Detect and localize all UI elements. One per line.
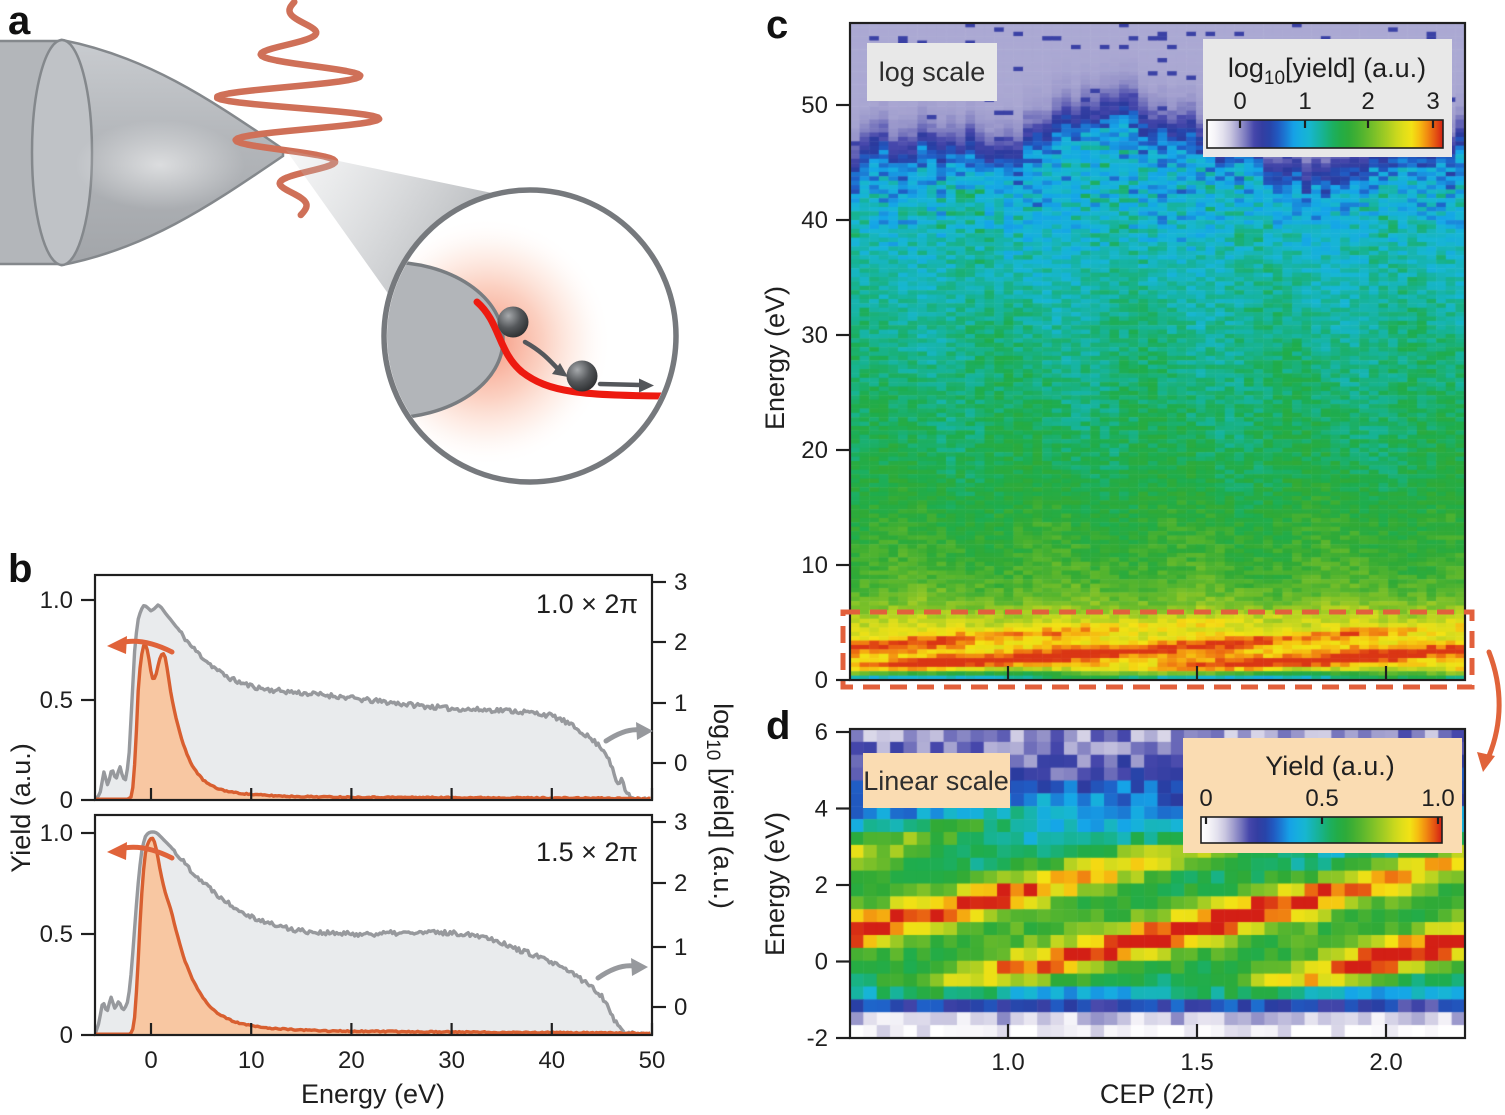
orange-spectrum-fill — [95, 838, 651, 1035]
colorbar-legend-linear: Yield (a.u.) — [1183, 738, 1462, 853]
d-x-tick-label: 1.0 — [991, 1049, 1024, 1076]
plot-frame-b-top — [93, 573, 654, 802]
c-colorbar-tick-label: 2 — [1361, 88, 1374, 115]
c-colorbar-tick-label: 0 — [1233, 88, 1246, 115]
electron-trajectory-curve — [473, 298, 673, 400]
plot-frame-b-bottom — [93, 813, 654, 1037]
panel-d-label: d — [766, 704, 790, 748]
c-y-tick-label: 10 — [801, 552, 828, 579]
b-x-tick-label: 50 — [639, 1047, 666, 1074]
b-right-tick-label: 0 — [674, 750, 687, 777]
colorbar-log — [1206, 119, 1444, 149]
b-left-tick-label: 0.5 — [40, 687, 73, 714]
b-right-tick-label: 3 — [674, 809, 687, 836]
gray-axis-arrow-bottom — [595, 963, 637, 981]
d-y-tick-label: -2 — [807, 1025, 828, 1052]
c-y-tick-label: 30 — [801, 322, 828, 349]
c-y-tick-label: 20 — [801, 437, 828, 464]
laser-pulse-waveform — [213, 0, 383, 219]
orange-axis-arrow-bottom-head — [107, 842, 127, 860]
b-left-tick-label: 1.0 — [40, 820, 73, 847]
b-left-tick-label: 0 — [60, 1022, 73, 1049]
d-y-tick-label: 6 — [815, 719, 828, 746]
log-scale-badge — [867, 43, 997, 101]
d-y-tick-label: 0 — [815, 949, 828, 976]
gray-spectrum-curve — [95, 830, 652, 1035]
d-y-tick-label: 2 — [815, 872, 828, 899]
b-left-tick-label: 0.5 — [40, 921, 73, 948]
b-x-tick-label: 20 — [338, 1047, 365, 1074]
legend-title-linear: Yield (a.u.) — [1265, 751, 1395, 781]
d-x-tick-label: 2.0 — [1369, 1049, 1402, 1076]
d-y-tick-label: 4 — [815, 796, 828, 823]
spectrum-plot-top — [95, 603, 651, 800]
electron-arrow-2-head — [639, 378, 654, 393]
panel-a-illustration — [0, 0, 679, 485]
c-colorbar-tick-label: 3 — [1426, 88, 1439, 115]
linear-scale-badge — [863, 753, 1010, 808]
c-y-tick-label: 40 — [801, 207, 828, 234]
d-colorbar-tick-label: 0.5 — [1305, 785, 1338, 812]
electron-sphere-1 — [497, 306, 529, 338]
axis-ticks: 0 10 20 30 40 50000.50.51.01.0001122330102030… — [40, 88, 1455, 1076]
d-colorbar-tick-label: 0 — [1199, 785, 1212, 812]
cep-annotation-top: 1.0 × 2π — [536, 589, 638, 619]
b-x-tick-label: 30 — [438, 1047, 465, 1074]
c-colorbar-tick-label: 1 — [1298, 88, 1311, 115]
d-colorbar-tick-label: 1.0 — [1421, 785, 1454, 812]
gray-axis-arrow-top-head — [636, 722, 653, 740]
c-y-tick-label: 0 — [815, 667, 828, 694]
d-x-tick-label: 1.5 — [1180, 1049, 1213, 1076]
gray-axis-arrow-top — [603, 727, 643, 744]
electron-arrow-1 — [522, 339, 560, 371]
panel-b-label: b — [8, 547, 32, 591]
zoom-link-arrow-head — [1477, 752, 1495, 772]
b-right-axis-title: log10 [yield] (a.u.) — [702, 703, 738, 909]
colorbar-legend-log: log10[yield] (a.u.) — [1203, 39, 1452, 157]
electron-arrow-1-head — [552, 363, 568, 377]
panel-c-label: c — [766, 3, 788, 47]
d-y-axis-title: Energy (eV) — [760, 812, 790, 956]
b-left-tick-label: 0 — [60, 787, 73, 814]
plot-frame-c — [848, 21, 1467, 682]
panel-a-label: a — [8, 0, 31, 43]
b-right-tick-label: 3 — [674, 569, 687, 596]
gray-spectrum-curve — [95, 603, 651, 800]
c-y-tick-label: 50 — [801, 92, 828, 119]
b-x-tick-label: 40 — [538, 1047, 565, 1074]
electron-arrow-2 — [597, 381, 644, 388]
b-x-axis-title: Energy (eV) — [301, 1079, 445, 1109]
b-right-tick-label: 1 — [674, 934, 687, 961]
orange-spectrum-fill — [95, 644, 651, 800]
b-right-tick-label: 2 — [674, 870, 687, 897]
b-x-tick-label: 10 — [238, 1047, 265, 1074]
b-left-tick-label: 1.0 — [40, 587, 73, 614]
c-y-axis-title: Energy (eV) — [760, 286, 790, 430]
legend-title-log: log10[yield] (a.u.) — [1228, 53, 1426, 89]
orange-spectrum-curve — [95, 836, 651, 1035]
plot-frame-d — [848, 727, 1467, 1040]
gray-spectrum-fill — [95, 832, 651, 1035]
b-right-tick-label: 1 — [674, 690, 687, 717]
log-scale-badge-text: log scale — [879, 57, 986, 87]
b-right-tick-label: 0 — [674, 994, 687, 1021]
zoom-link-arrow — [1486, 649, 1502, 759]
electron-sphere-2 — [566, 360, 598, 392]
orange-spectrum-curve — [95, 642, 651, 800]
b-left-axis-title: Yield (a.u.) — [6, 743, 36, 873]
b-x-tick-label: 0 — [144, 1047, 157, 1074]
d-x-axis-title: CEP (2π) — [1100, 1079, 1214, 1109]
gray-axis-arrow-bottom-head — [631, 958, 648, 976]
nanotip-highlight — [75, 120, 245, 210]
orange-axis-arrow-top-head — [107, 636, 127, 654]
linear-scale-badge-text: Linear scale — [863, 766, 1009, 796]
magnifier-cone — [286, 150, 492, 316]
spectrum-plot-bottom — [95, 830, 652, 1035]
b-right-tick-label: 2 — [674, 629, 687, 656]
cep-annotation-bottom: 1.5 × 2π — [536, 837, 638, 867]
highlight-dashed-box — [840, 609, 1475, 690]
